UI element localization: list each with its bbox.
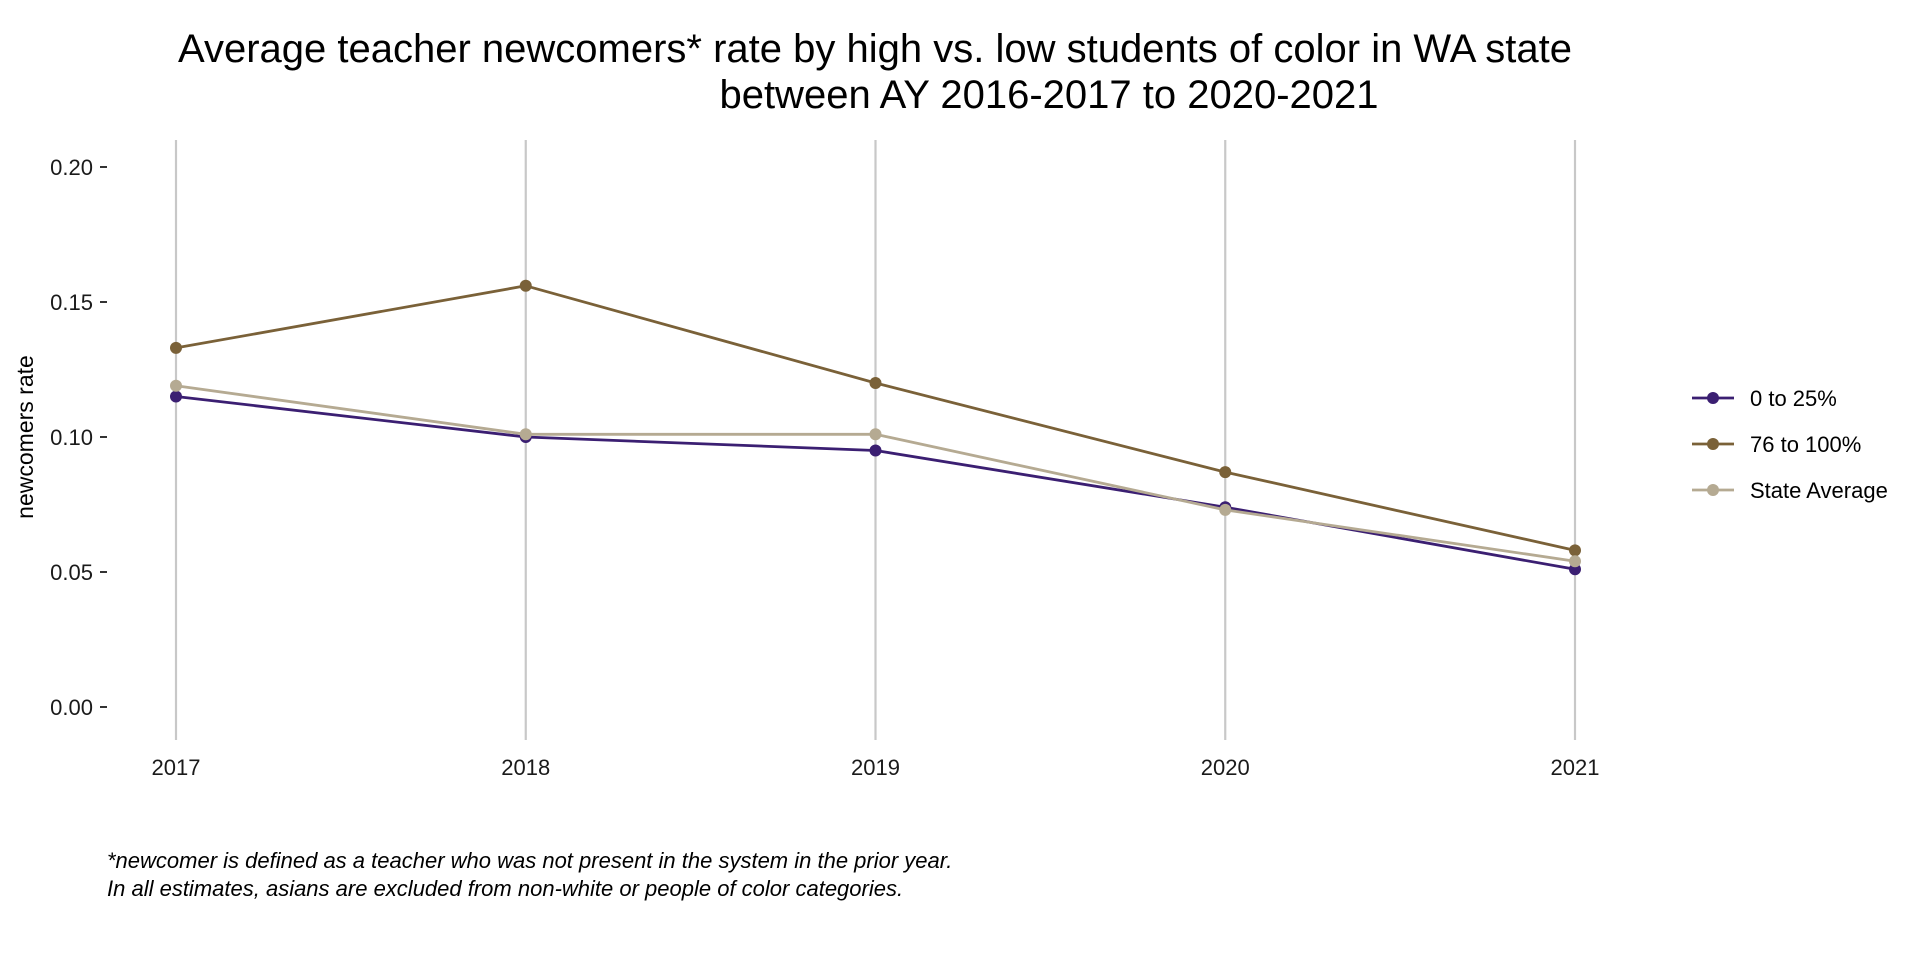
y-tick-label: 0.05 — [50, 560, 93, 585]
data-point — [1219, 503, 1232, 516]
data-point — [869, 444, 882, 457]
data-point — [869, 428, 882, 441]
legend-key-point — [1707, 438, 1719, 450]
chart-title-line-2: between AY 2016-2017 to 2020-2021 — [719, 73, 1378, 117]
series-lines — [170, 279, 1581, 576]
caption-line-1: *newcomer is defined as a teacher who wa… — [107, 848, 952, 873]
data-point — [519, 279, 532, 292]
data-point — [519, 428, 532, 441]
legend-key-point — [1707, 392, 1719, 404]
legend: 0 to 25% 76 to 100% State Average — [1692, 386, 1888, 503]
legend-label: State Average — [1750, 478, 1888, 503]
series-3 — [170, 379, 1581, 568]
x-axis: 2017 2018 2019 2020 2021 — [152, 755, 1600, 780]
series-2 — [170, 279, 1581, 557]
y-axis-label: newcomers rate — [12, 355, 38, 519]
y-tick-label: 0.10 — [50, 425, 93, 450]
data-point — [869, 377, 882, 389]
x-tick-label: 2021 — [1551, 755, 1600, 780]
legend-label: 0 to 25% — [1750, 386, 1837, 411]
data-point — [170, 341, 182, 354]
caption-line-2: In all estimates, asians are excluded fr… — [107, 876, 903, 901]
data-point — [170, 390, 182, 403]
x-tick-label: 2020 — [1201, 755, 1250, 780]
data-point — [1569, 544, 1581, 557]
data-point — [170, 379, 182, 392]
legend-item-2: 76 to 100% — [1692, 432, 1861, 457]
x-tick-label: 2019 — [851, 755, 900, 780]
legend-key-point — [1707, 484, 1719, 496]
data-point — [1219, 466, 1232, 479]
legend-label: 76 to 100% — [1750, 432, 1861, 457]
y-axis: 0.00 0.05 0.10 0.15 0.20 — [50, 155, 107, 720]
legend-item-1: 0 to 25% — [1692, 386, 1837, 411]
y-tick-label: 0.00 — [50, 695, 93, 720]
data-point — [1569, 555, 1581, 568]
x-tick-label: 2018 — [501, 755, 550, 780]
y-tick-label: 0.15 — [50, 290, 93, 315]
x-tick-label: 2017 — [152, 755, 201, 780]
legend-item-3: State Average — [1692, 478, 1888, 503]
chart-title-line-1: Average teacher newcomers* rate by high … — [178, 27, 1572, 71]
y-tick-label: 0.20 — [50, 155, 93, 180]
